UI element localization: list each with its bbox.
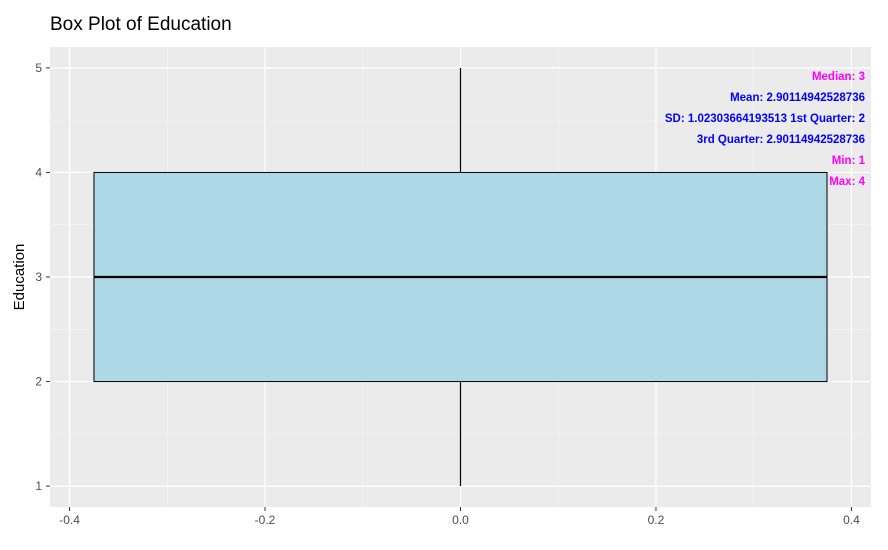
y-axis-label: Education (11, 244, 28, 311)
x-tick-label: -0.2 (255, 513, 276, 527)
chart-title: Box Plot of Education (50, 14, 232, 35)
y-tick-label: 2 (35, 375, 42, 389)
x-tick-label: 0.4 (843, 513, 860, 527)
stat-annotation: SD: 1.02303664193513 1st Quarter: 2 (665, 113, 865, 125)
y-tick-label: 4 (35, 165, 42, 179)
x-tick-label: -0.4 (59, 513, 80, 527)
stat-annotation: 3rd Quarter: 2.90114942528736 (697, 134, 865, 146)
stat-annotation: Median: 3 (812, 71, 865, 83)
y-tick-label: 5 (35, 61, 42, 75)
stat-annotation: Mean: 2.90114942528736 (730, 92, 865, 104)
stat-annotation: Max: 4 (829, 176, 865, 188)
y-tick-label: 3 (35, 270, 42, 284)
stat-annotation: Min: 1 (832, 155, 866, 167)
y-tick-label: 1 (35, 479, 42, 493)
x-tick-label: 0.0 (452, 513, 469, 527)
x-tick-label: 0.2 (648, 513, 665, 527)
